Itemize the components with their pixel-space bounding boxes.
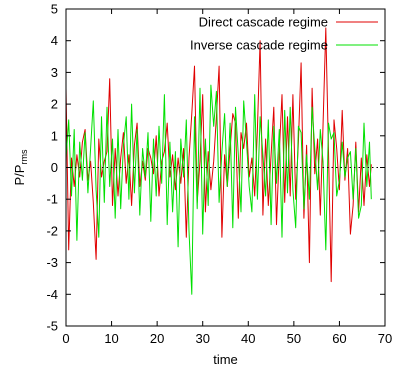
x-tick-label: 40 bbox=[241, 331, 255, 346]
x-tick-label: 0 bbox=[62, 331, 69, 346]
x-tick-label: 70 bbox=[378, 331, 392, 346]
x-tick-label: 20 bbox=[150, 331, 164, 346]
series-line bbox=[65, 84, 372, 295]
y-tick-label: -1 bbox=[46, 192, 58, 207]
y-tick-label: 1 bbox=[51, 128, 58, 143]
x-tick-label: 10 bbox=[104, 331, 118, 346]
series-layer bbox=[65, 27, 372, 295]
y-tick-label: -4 bbox=[46, 287, 58, 302]
y-tick-label: 5 bbox=[51, 2, 58, 17]
y-tick-label: 0 bbox=[51, 160, 58, 175]
y-tick-label: 3 bbox=[51, 65, 58, 80]
x-tick-label: 60 bbox=[332, 331, 346, 346]
ticks-layer: 0 10 20 30 40 50 60 70 -5 -4 -3 -2 -1 0 1 2 3 4 5 bbox=[46, 2, 392, 347]
x-tick-label: 50 bbox=[287, 331, 301, 346]
y-tick-label: -2 bbox=[46, 223, 58, 238]
y-axis-label: P/Prms bbox=[12, 149, 29, 185]
series-line bbox=[65, 27, 372, 283]
x-tick-label: 30 bbox=[195, 331, 209, 346]
legend-label: Inverse cascade regime bbox=[190, 38, 328, 53]
legend: Direct cascade regime Inverse cascade re… bbox=[190, 15, 378, 53]
y-tick-label: 2 bbox=[51, 97, 58, 112]
legend-label: Direct cascade regime bbox=[199, 15, 328, 30]
y-tick-label: -5 bbox=[46, 319, 58, 334]
y-tick-label: -3 bbox=[46, 255, 58, 270]
y-axis-label-subscript: rms bbox=[19, 149, 29, 164]
y-axis-label-main: P/P bbox=[12, 165, 27, 186]
x-axis-label: time bbox=[213, 352, 238, 367]
y-tick-label: 4 bbox=[51, 33, 58, 48]
